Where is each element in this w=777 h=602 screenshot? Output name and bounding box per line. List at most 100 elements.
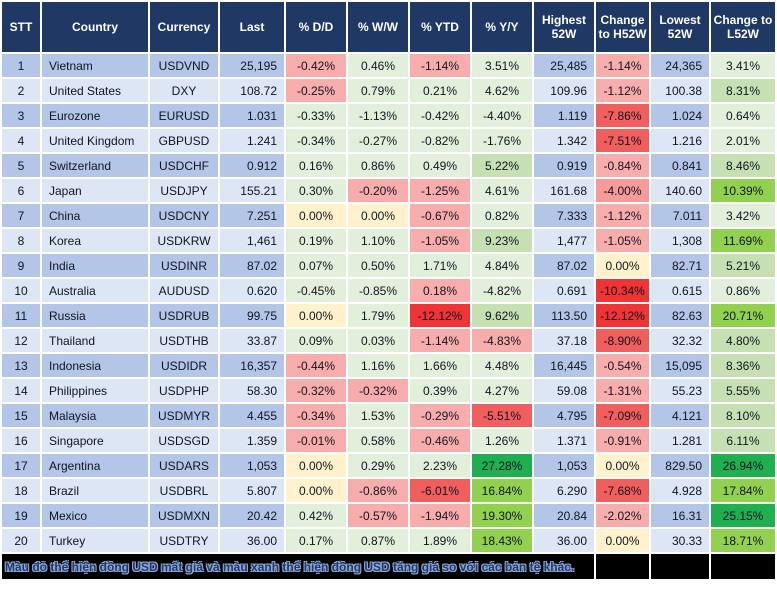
footer-note-row: Màu đỏ thể hiện đồng USD mất giá và màu … <box>2 554 775 579</box>
last-cell: 16,357 <box>220 354 284 377</box>
fx-rates-table: STT Country Currency Last % D/D % W/W % … <box>0 0 777 581</box>
yy-percent-cell: 27.28% <box>472 454 532 477</box>
currency-cell: USDMYR <box>150 404 218 427</box>
high-cell: 16,445 <box>534 354 594 377</box>
high-cell: 20.84 <box>534 504 594 527</box>
dd-percent-cell: 0.00% <box>286 454 346 477</box>
stt-cell: 9 <box>2 254 40 277</box>
ww-percent-cell: -0.86% <box>348 479 408 502</box>
yy-percent-cell: -5.51% <box>472 404 532 427</box>
ww-percent-cell: 0.29% <box>348 454 408 477</box>
stt-cell: 7 <box>2 204 40 227</box>
country-cell: Switzerland <box>42 154 148 177</box>
yy-percent-cell: 18.43% <box>472 529 532 552</box>
column-header-change-h52w: Change to H52W <box>596 2 649 52</box>
chg_l-percent-cell: 18.71% <box>711 529 775 552</box>
currency-cell: USDRUB <box>150 304 218 327</box>
dd-percent-cell: -0.32% <box>286 379 346 402</box>
table-row: 1 Vietnam USDVND 25,195 -0.42% 0.46% -1.14% 3.5… <box>2 54 775 77</box>
chg_l-percent-cell: 3.42% <box>711 204 775 227</box>
yy-percent-cell: 19.30% <box>472 504 532 527</box>
ytd-percent-cell: -0.42% <box>410 104 470 127</box>
last-cell: 4.455 <box>220 404 284 427</box>
chg_l-percent-cell: 5.21% <box>711 254 775 277</box>
low-cell: 82.71 <box>651 254 709 277</box>
last-cell: 36.00 <box>220 529 284 552</box>
ytd-percent-cell: 1.71% <box>410 254 470 277</box>
dd-percent-cell: -0.34% <box>286 404 346 427</box>
low-cell: 1.281 <box>651 429 709 452</box>
ww-percent-cell: 1.53% <box>348 404 408 427</box>
currency-cell: AUDUSD <box>150 279 218 302</box>
currency-cell: USDPHP <box>150 379 218 402</box>
chg_h-percent-cell: -0.54% <box>596 354 649 377</box>
stt-cell: 19 <box>2 504 40 527</box>
currency-cell: USDCHF <box>150 154 218 177</box>
currency-cell: USDKRW <box>150 229 218 252</box>
chg_h-percent-cell: -2.02% <box>596 504 649 527</box>
yy-percent-cell: 16.84% <box>472 479 532 502</box>
column-header-lowest-52w: Lowest 52W <box>651 2 709 52</box>
yy-percent-cell: 4.84% <box>472 254 532 277</box>
chg_h-percent-cell: -12.12% <box>596 304 649 327</box>
yy-percent-cell: 4.48% <box>472 354 532 377</box>
chg_l-percent-cell: 8.46% <box>711 154 775 177</box>
last-cell: 0.912 <box>220 154 284 177</box>
ytd-percent-cell: -1.14% <box>410 54 470 77</box>
country-cell: United Kingdom <box>42 129 148 152</box>
country-cell: United States <box>42 79 148 102</box>
dd-percent-cell: 0.00% <box>286 304 346 327</box>
dd-percent-cell: -0.45% <box>286 279 346 302</box>
last-cell: 7.251 <box>220 204 284 227</box>
ww-percent-cell: -0.57% <box>348 504 408 527</box>
rates-table-body: 1 Vietnam USDVND 25,195 -0.42% 0.46% -1.14% 3.5… <box>2 54 775 552</box>
yy-percent-cell: -1.76% <box>472 129 532 152</box>
yy-percent-cell: 4.27% <box>472 379 532 402</box>
chg_h-percent-cell: 0.00% <box>596 254 649 277</box>
currency-cell: USDINR <box>150 254 218 277</box>
high-cell: 37.18 <box>534 329 594 352</box>
chg_h-percent-cell: -1.14% <box>596 54 649 77</box>
chg_h-percent-cell: -7.68% <box>596 479 649 502</box>
footer-spacer-cell <box>596 554 649 579</box>
country-cell: Australia <box>42 279 148 302</box>
column-header-currency: Currency <box>150 2 218 52</box>
ytd-percent-cell: -1.14% <box>410 329 470 352</box>
ww-percent-cell: -0.85% <box>348 279 408 302</box>
chg_h-percent-cell: -1.12% <box>596 204 649 227</box>
high-cell: 113.50 <box>534 304 594 327</box>
dd-percent-cell: -0.33% <box>286 104 346 127</box>
low-cell: 32.32 <box>651 329 709 352</box>
low-cell: 4.928 <box>651 479 709 502</box>
ytd-percent-cell: -6.01% <box>410 479 470 502</box>
table-row: 9 India USDINR 87.02 0.07% 0.50% 1.71% 4.84% 87.… <box>2 254 775 277</box>
ww-percent-cell: 0.50% <box>348 254 408 277</box>
table-row: 13 Indonesia USDIDR 16,357 -0.44% 1.16% 1.66% 4… <box>2 354 775 377</box>
currency-cell: USDTRY <box>150 529 218 552</box>
ytd-percent-cell: 0.18% <box>410 279 470 302</box>
country-cell: Brazil <box>42 479 148 502</box>
ww-percent-cell: 0.00% <box>348 204 408 227</box>
ww-percent-cell: 1.79% <box>348 304 408 327</box>
last-cell: 155.21 <box>220 179 284 202</box>
ytd-percent-cell: -1.94% <box>410 504 470 527</box>
header-row: STT Country Currency Last % D/D % W/W % … <box>2 2 775 52</box>
column-header-last: Last <box>220 2 284 52</box>
high-cell: 1.371 <box>534 429 594 452</box>
country-cell: Russia <box>42 304 148 327</box>
stt-cell: 5 <box>2 154 40 177</box>
low-cell: 0.615 <box>651 279 709 302</box>
dd-percent-cell: -0.25% <box>286 79 346 102</box>
yy-percent-cell: 4.61% <box>472 179 532 202</box>
chg_l-percent-cell: 11.69% <box>711 229 775 252</box>
footer-spacer-cell <box>651 554 709 579</box>
low-cell: 0.841 <box>651 154 709 177</box>
chg_l-percent-cell: 25.15% <box>711 504 775 527</box>
high-cell: 1.342 <box>534 129 594 152</box>
low-cell: 1.024 <box>651 104 709 127</box>
low-cell: 1,308 <box>651 229 709 252</box>
currency-cell: USDCNY <box>150 204 218 227</box>
column-header-ww: % W/W <box>348 2 408 52</box>
ytd-percent-cell: -1.05% <box>410 229 470 252</box>
stt-cell: 8 <box>2 229 40 252</box>
